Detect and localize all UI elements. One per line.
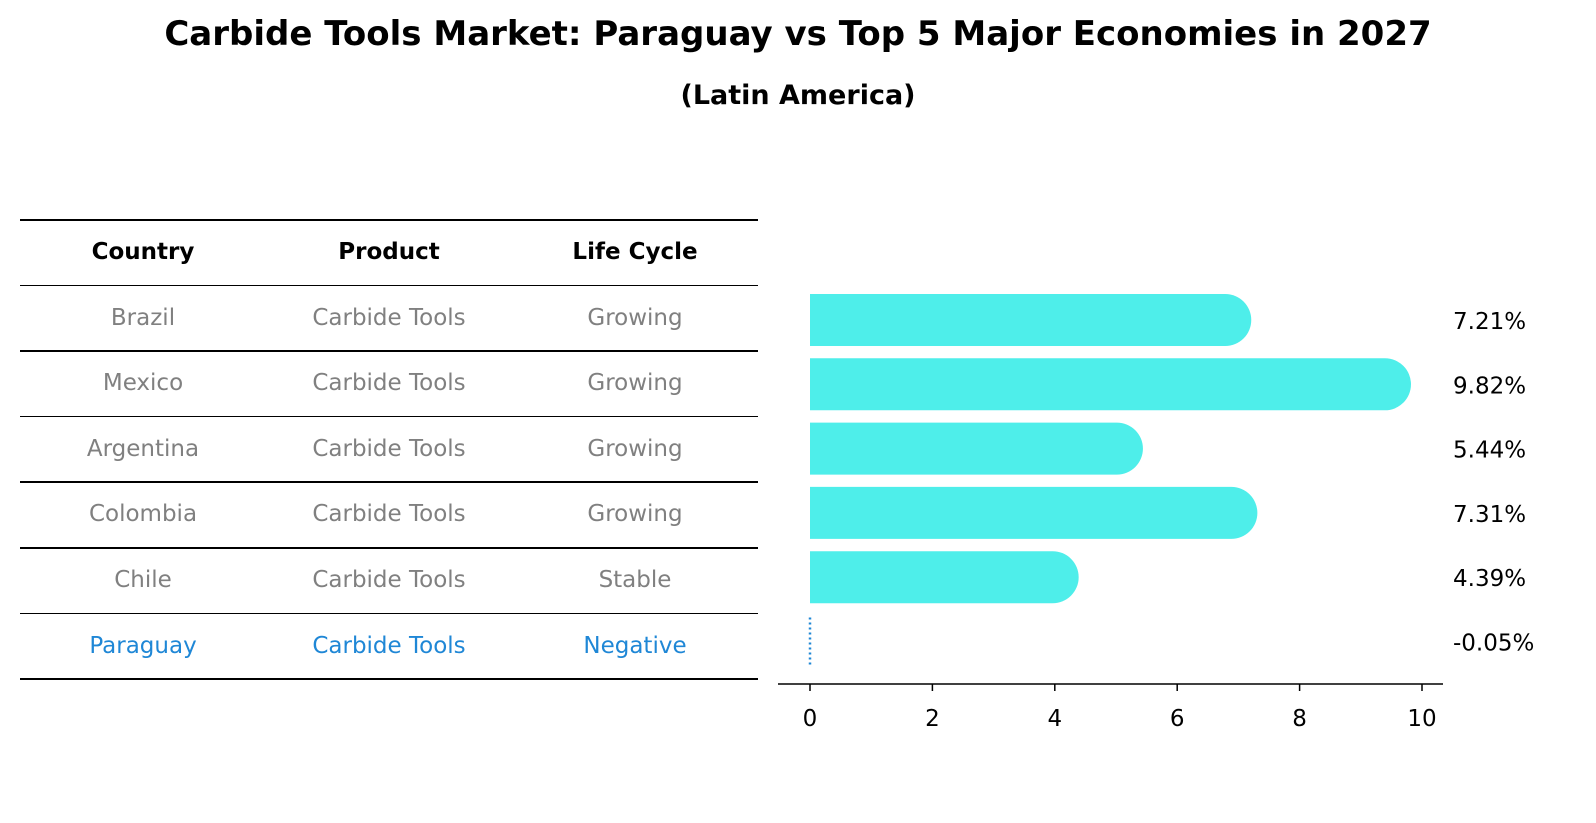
table-cell: Stable	[598, 567, 672, 593]
table-header-cell: Country	[91, 239, 195, 265]
table-divider	[20, 547, 758, 549]
table-cell: Negative	[583, 632, 687, 659]
table-divider	[20, 350, 758, 352]
x-tick-label: 2	[925, 706, 940, 732]
x-tick-label: 8	[1292, 706, 1307, 732]
value-label: 4.39%	[1453, 566, 1526, 592]
bar	[810, 422, 1143, 475]
value-label: 7.21%	[1453, 309, 1526, 335]
table-cell: Carbide Tools	[312, 435, 466, 462]
bar	[810, 551, 1079, 604]
table-cell: Growing	[587, 501, 683, 528]
table-cell: Carbide Tools	[312, 632, 466, 659]
bar	[810, 486, 1258, 539]
value-label: 7.31%	[1453, 502, 1526, 528]
table-cell: Growing	[587, 435, 683, 462]
x-tick-label: 4	[1047, 706, 1062, 732]
table-cell: Brazil	[110, 304, 176, 331]
table-cell: Paraguay	[89, 632, 197, 659]
bar	[810, 294, 1252, 346]
table-cell: Carbide Tools	[312, 567, 466, 593]
table-divider	[20, 415, 758, 418]
table-cell: Argentina	[86, 435, 200, 462]
chart-subtitle: (Latin America)	[680, 80, 916, 111]
table-divider	[20, 612, 758, 615]
table-cell: Colombia	[88, 501, 198, 528]
chart-title: Carbide Tools Market: Paraguay vs Top 5 …	[164, 14, 1432, 54]
value-label: 5.44%	[1453, 438, 1526, 464]
table-cell: Growing	[587, 370, 683, 397]
table-cell: Carbide Tools	[312, 304, 466, 331]
table-divider	[20, 678, 758, 680]
table-divider	[20, 481, 758, 483]
bar	[810, 358, 1411, 411]
x-tick-label: 10	[1407, 706, 1436, 732]
table-header-cell: Life Cycle	[572, 239, 698, 265]
table-cell: Chile	[114, 567, 172, 593]
x-tick-label: 6	[1170, 706, 1185, 732]
table-cell: Carbide Tools	[312, 501, 466, 528]
value-label: -0.05%	[1453, 631, 1534, 657]
table-cell: Carbide Tools	[312, 370, 466, 397]
x-tick-label: 0	[803, 706, 818, 732]
table-cell: Growing	[587, 304, 683, 331]
table-header-cell: Product	[338, 239, 440, 265]
table-cell: Mexico	[102, 370, 184, 397]
value-label: 9.82%	[1453, 373, 1526, 399]
table-divider	[20, 219, 758, 221]
table-divider	[20, 284, 758, 287]
